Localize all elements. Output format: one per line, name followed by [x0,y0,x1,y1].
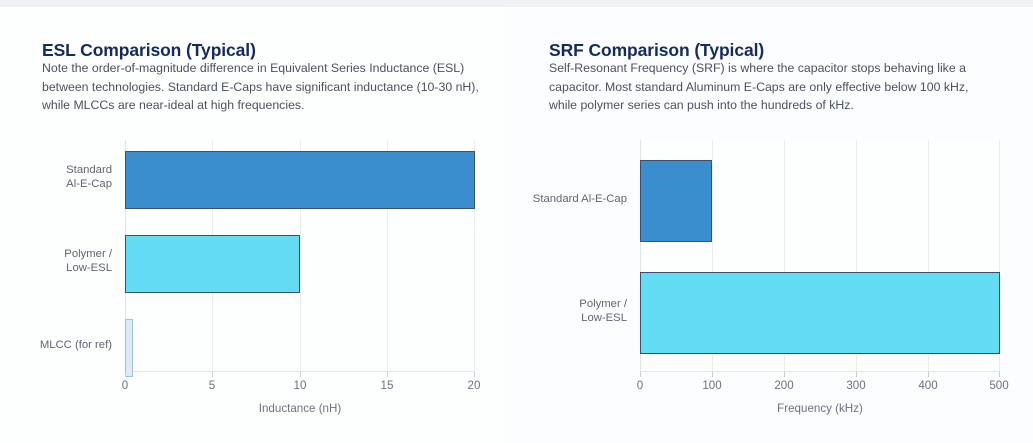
tickmark-srf-500 [999,372,1000,377]
axis-baseline-esl [125,371,475,372]
gridline-srf-100 [712,140,713,372]
ticklabel-srf-400: 400 [918,379,938,392]
gridline-x-20 [474,140,475,372]
plot-area-esl [125,140,475,377]
ticklabel-srf-500: 500 [989,379,1009,392]
gridline-srf-400 [928,140,929,372]
gridline-srf-200 [784,140,785,372]
x-axis-title-srf: Frequency (kHz) [777,402,863,415]
ticklabel-esl-10: 10 [293,379,307,392]
ylabel-srf-polymer-low-esl: Polymer / Low-ESL [579,298,627,324]
tickmark-srf-200 [784,372,785,377]
gridline-srf-0 [640,140,641,372]
ticklabel-srf-200: 200 [774,379,794,392]
ylabel-srf-standard-al-e-cap: Standard Al-E-Cap [532,193,627,205]
page-title-esl: ESL Comparison (Typical) [42,39,256,60]
ticklabel-esl-20: 20 [467,379,481,392]
axis-baseline-srf [640,371,1000,372]
tickmark-srf-100 [712,372,713,377]
panel-srf: SRF Comparison (Typical) Self-Resonant F… [505,0,1033,443]
panel-esl: ESL Comparison (Typical) Note the order-… [0,0,505,443]
tickmark-esl-20 [474,372,475,377]
chart-srf: Standard Al-E-Cap Polymer / Low-ESL 0 10… [505,138,1033,415]
bar-esl-mlcc[interactable] [125,319,133,377]
tickmark-esl-5 [212,372,213,377]
description-esl: Note the order-of-magnitude difference i… [42,61,479,113]
tickmark-srf-300 [856,372,857,377]
gridline-x-15 [387,140,388,372]
gridline-x-10 [300,140,301,372]
tickmark-esl-10 [300,372,301,377]
ticklabel-esl-0: 0 [121,379,129,392]
bar-srf-standard-al-e-cap[interactable] [640,160,712,242]
ylabel-esl-polymer-low-esl: Polymer / Low-ESL [64,248,112,274]
page-title-srf: SRF Comparison (Typical) [549,39,765,60]
chart-esl: Standard Al-E-Cap Polymer / Low-ESL MLCC… [0,138,505,415]
gridline-srf-500 [999,140,1000,372]
ylabel-esl-standard-al-e-cap: Standard Al-E-Cap [66,164,112,190]
description-srf: Self-Resonant Frequency (SRF) is where t… [549,61,969,113]
bar-esl-polymer-low-esl[interactable] [125,235,300,293]
bar-esl-standard-al-e-cap[interactable] [125,151,475,209]
top-background-strip [0,0,1033,7]
tickmark-srf-400 [928,372,929,377]
ticklabel-esl-5: 5 [208,379,216,392]
bar-srf-polymer-low-esl[interactable] [640,272,1000,354]
ylabel-esl-mlcc: MLCC (for ref) [39,339,112,351]
ticklabel-esl-15: 15 [380,379,394,392]
tickmark-esl-0 [125,372,126,377]
plot-area-srf [640,140,1000,372]
ticklabel-srf-300: 300 [846,379,866,392]
ticklabel-srf-0: 0 [636,379,644,392]
tickmark-esl-15 [387,372,388,377]
x-axis-title-esl: Inductance (nH) [258,402,342,415]
gridline-srf-300 [856,140,857,372]
ticklabel-srf-100: 100 [702,379,722,392]
tickmark-srf-0 [640,372,641,377]
